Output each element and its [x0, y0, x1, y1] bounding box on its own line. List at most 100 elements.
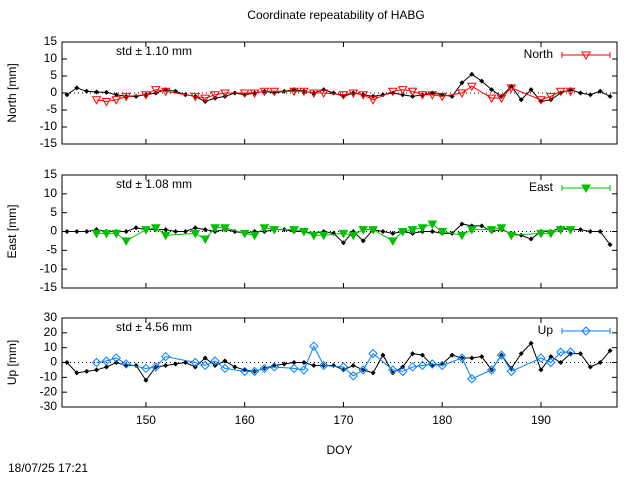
timestamp: 18/07/25 17:21 [8, 461, 88, 475]
point [259, 363, 270, 374]
point [565, 87, 576, 97]
point [457, 353, 467, 363]
point [486, 226, 497, 235]
point [518, 97, 524, 103]
point [479, 354, 485, 360]
point [111, 229, 122, 239]
y-tick-label: 0 [50, 224, 57, 238]
point [239, 366, 250, 377]
y-tick-label: -20 [40, 384, 58, 398]
point [289, 87, 299, 97]
point [291, 360, 297, 365]
point [427, 91, 438, 100]
point [410, 351, 416, 357]
point [536, 353, 546, 363]
point [577, 351, 583, 357]
point [358, 226, 369, 235]
point [597, 229, 603, 234]
series-line [96, 344, 571, 380]
y-tick-label: 30 [44, 310, 58, 324]
x-tick-label: 150 [136, 413, 156, 427]
y-tick-label: 15 [44, 167, 58, 181]
point [407, 87, 418, 97]
point [301, 360, 307, 365]
point [528, 236, 534, 242]
point [289, 226, 299, 235]
point [150, 86, 161, 95]
point [528, 87, 534, 93]
point [121, 359, 131, 369]
point [518, 351, 524, 357]
point [190, 92, 201, 102]
point [74, 229, 80, 234]
point [565, 226, 576, 235]
series-line [66, 342, 611, 382]
point [607, 93, 613, 99]
point [545, 92, 556, 102]
point [239, 89, 250, 99]
point [350, 362, 356, 368]
point [299, 228, 309, 237]
point [397, 366, 408, 377]
point [141, 91, 151, 100]
point [548, 354, 554, 360]
point [101, 229, 112, 239]
point [123, 229, 129, 234]
point [587, 364, 593, 370]
point [400, 92, 406, 98]
y-tick-label: 10 [44, 340, 58, 354]
point [397, 86, 408, 95]
point [457, 89, 467, 99]
y-tick-label: 10 [44, 51, 58, 65]
annotation: std ± 4.56 mm [116, 320, 192, 334]
figure-title: Coordinate repeatability of HABG [247, 8, 424, 22]
point [84, 88, 90, 94]
point [318, 360, 329, 371]
point [387, 237, 398, 246]
point [388, 365, 398, 375]
point [489, 87, 495, 93]
point [150, 224, 161, 233]
annotation: std ± 1.10 mm [116, 44, 192, 58]
point [101, 356, 112, 366]
point [249, 89, 260, 99]
point [269, 226, 280, 235]
point [555, 87, 566, 97]
point [459, 80, 465, 86]
point [486, 365, 497, 375]
point [338, 362, 349, 372]
point [309, 341, 319, 351]
point [220, 224, 230, 233]
point [546, 357, 556, 368]
point [427, 220, 438, 229]
y-axis-label: North [mm] [5, 63, 19, 122]
y-tick-label: -15 [40, 280, 58, 294]
y-tick-label: -10 [40, 261, 58, 275]
point [111, 96, 122, 105]
point [467, 374, 477, 384]
point [202, 355, 208, 361]
y-tick-label: 0 [50, 355, 57, 369]
point [318, 89, 329, 99]
point [151, 362, 161, 372]
point [331, 90, 337, 96]
point [182, 229, 188, 234]
point [222, 358, 228, 364]
point [370, 370, 376, 376]
point [91, 229, 102, 239]
point [437, 92, 448, 102]
point [220, 89, 230, 99]
point [141, 363, 151, 374]
point [536, 229, 546, 239]
point [437, 228, 448, 237]
y-tick-label: -5 [46, 243, 57, 257]
point [202, 227, 208, 233]
y-tick-label: 10 [44, 186, 58, 200]
point [249, 366, 260, 377]
y-tick-label: -30 [40, 399, 58, 413]
point [607, 348, 613, 354]
point [469, 71, 475, 77]
y-tick-label: -15 [40, 136, 58, 150]
point [141, 226, 151, 235]
point [387, 87, 398, 97]
